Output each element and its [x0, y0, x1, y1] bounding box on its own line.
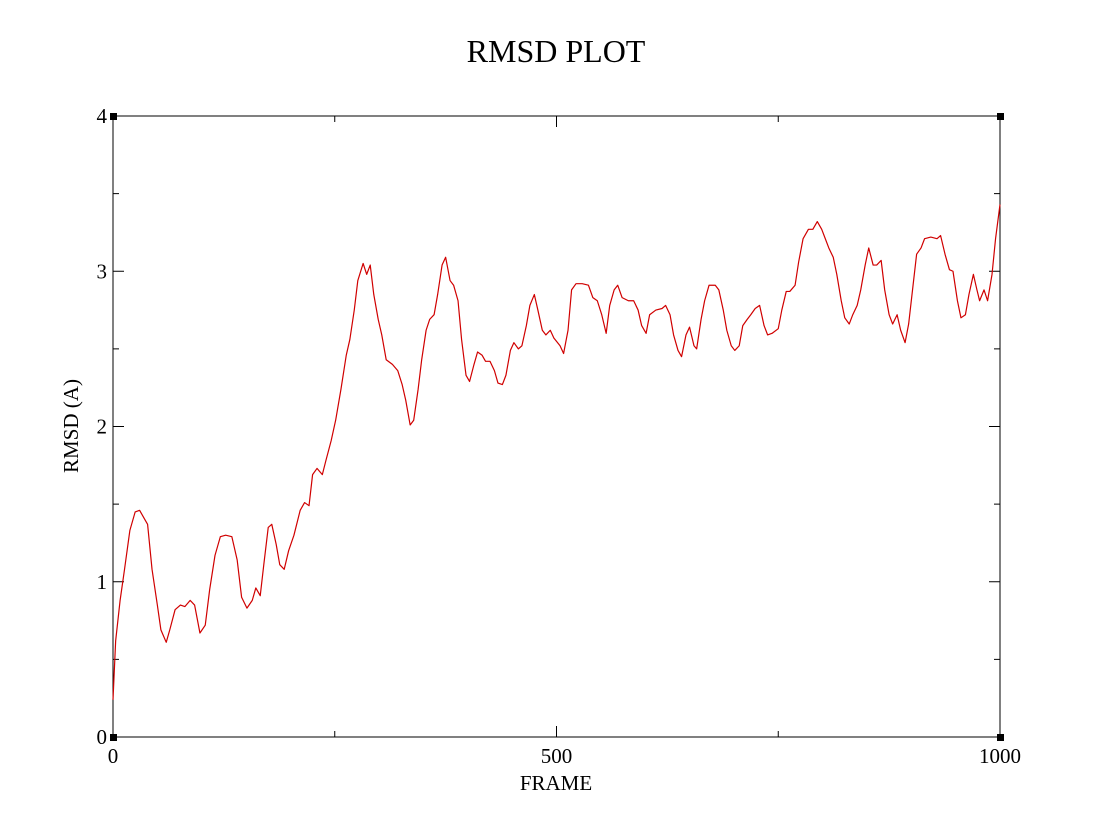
corner-marker — [997, 734, 1004, 741]
x-axis-label: FRAME — [520, 771, 592, 795]
y-tick-label: 3 — [97, 259, 108, 283]
x-tick-label: 1000 — [979, 744, 1021, 768]
y-tick-label: 4 — [97, 104, 108, 128]
y-tick-label: 1 — [97, 570, 108, 594]
y-axis-label: RMSD (A) — [59, 379, 83, 473]
chart-title: RMSD PLOT — [467, 33, 646, 69]
y-tick-label: 0 — [97, 725, 108, 749]
x-tick-label: 500 — [541, 744, 573, 768]
data-line — [112, 204, 1001, 700]
y-tick-label: 2 — [97, 415, 108, 439]
x-tick-label: 0 — [108, 744, 119, 768]
